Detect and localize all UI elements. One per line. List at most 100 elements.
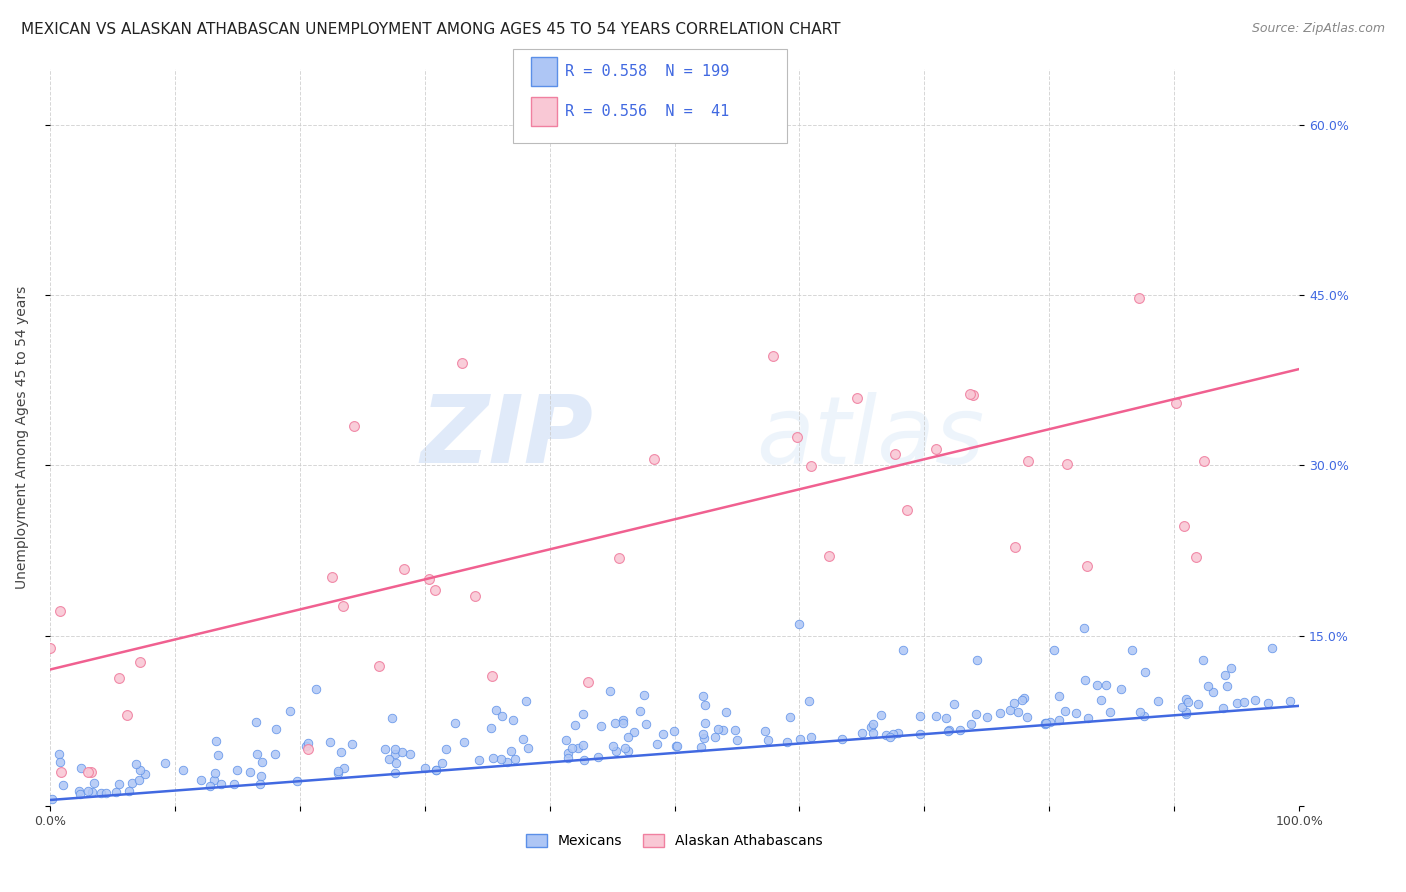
Point	[343, 419, 366, 434]
Point	[1004, 540, 1026, 554]
Point	[434, 742, 457, 756]
Point	[652, 726, 675, 740]
Point	[326, 765, 349, 780]
Text: R = 0.556  N =  41: R = 0.556 N = 41	[565, 103, 730, 119]
Point	[1171, 700, 1194, 714]
Point	[799, 694, 821, 708]
Point	[617, 730, 640, 744]
Point	[1192, 454, 1215, 468]
Point	[108, 777, 131, 791]
Point	[962, 388, 984, 402]
Point	[1260, 641, 1282, 656]
Point	[479, 722, 502, 736]
Point	[908, 709, 931, 723]
Point	[665, 739, 688, 753]
Point	[966, 653, 988, 667]
Point	[948, 723, 970, 738]
Point	[711, 723, 734, 738]
Point	[80, 764, 103, 779]
Point	[1085, 678, 1108, 692]
Point	[891, 642, 914, 657]
Point	[1191, 653, 1213, 667]
Point	[1212, 701, 1234, 715]
Point	[285, 773, 308, 788]
Point	[496, 756, 519, 770]
Point	[207, 748, 229, 763]
Point	[965, 707, 987, 722]
Point	[818, 549, 841, 564]
Point	[1033, 717, 1056, 731]
Point	[430, 756, 453, 771]
Point	[789, 732, 811, 747]
Point	[48, 747, 70, 761]
Point	[128, 773, 150, 788]
Point	[1278, 694, 1301, 708]
Point	[391, 745, 413, 759]
Point	[1076, 559, 1098, 574]
Point	[425, 763, 447, 777]
Point	[94, 786, 117, 800]
Point	[554, 732, 576, 747]
Point	[297, 736, 319, 750]
Point	[1197, 679, 1219, 693]
Point	[959, 387, 981, 401]
Point	[860, 720, 883, 734]
Point	[1226, 696, 1249, 710]
Point	[222, 776, 245, 790]
Point	[586, 750, 609, 764]
Point	[381, 711, 404, 725]
Point	[884, 447, 907, 461]
Point	[49, 604, 72, 618]
Point	[128, 655, 150, 669]
Point	[52, 778, 75, 792]
Point	[845, 391, 868, 405]
Text: Source: ZipAtlas.com: Source: ZipAtlas.com	[1251, 22, 1385, 36]
Point	[398, 747, 420, 762]
Point	[623, 725, 645, 739]
Point	[887, 726, 910, 740]
Point	[453, 735, 475, 749]
Point	[869, 707, 891, 722]
Point	[612, 713, 634, 727]
Point	[378, 751, 401, 765]
Point	[695, 716, 717, 731]
Point	[512, 731, 534, 746]
Text: MEXICAN VS ALASKAN ATHABASCAN UNEMPLOYMENT AMONG AGES 45 TO 54 YEARS CORRELATION: MEXICAN VS ALASKAN ATHABASCAN UNEMPLOYME…	[21, 22, 841, 37]
Point	[49, 764, 72, 779]
Point	[481, 669, 503, 683]
Point	[1202, 684, 1225, 698]
Point	[134, 767, 156, 781]
Point	[190, 772, 212, 787]
Point	[561, 741, 583, 756]
Point	[264, 747, 287, 762]
Point	[1109, 681, 1132, 696]
Point	[1244, 693, 1267, 707]
Point	[938, 724, 960, 739]
Point	[367, 658, 389, 673]
Point	[576, 675, 599, 690]
Point	[340, 737, 363, 751]
Point	[321, 570, 343, 584]
Point	[851, 726, 873, 740]
Point	[1012, 691, 1035, 706]
Point	[1215, 679, 1237, 693]
Point	[384, 747, 406, 761]
Point	[305, 681, 328, 696]
Point	[959, 717, 981, 731]
Point	[413, 761, 436, 775]
Point	[609, 550, 631, 565]
Point	[489, 752, 512, 766]
Point	[602, 739, 624, 754]
Point	[572, 738, 595, 752]
Point	[121, 775, 143, 789]
Point	[1232, 695, 1254, 709]
Point	[225, 763, 247, 777]
Point	[246, 747, 269, 761]
Point	[1054, 704, 1077, 718]
Point	[557, 746, 579, 760]
Point	[385, 756, 408, 771]
Point	[862, 717, 884, 731]
Point	[384, 766, 406, 780]
Point	[1219, 661, 1241, 675]
Point	[38, 640, 60, 655]
